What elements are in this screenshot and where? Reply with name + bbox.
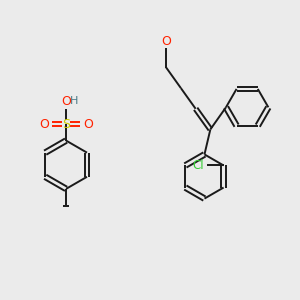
Text: O: O xyxy=(161,34,171,48)
Text: O: O xyxy=(61,95,71,108)
Text: H: H xyxy=(70,96,79,106)
Text: S: S xyxy=(62,118,70,131)
Text: O: O xyxy=(39,118,49,131)
Text: O: O xyxy=(83,118,93,131)
Text: Cl: Cl xyxy=(192,159,204,172)
